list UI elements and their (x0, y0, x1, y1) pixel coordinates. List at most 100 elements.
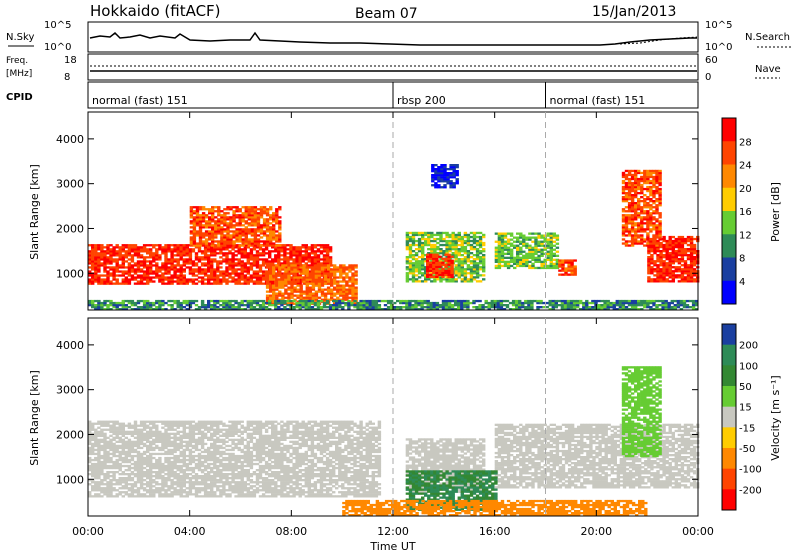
heatmap-cell (94, 434, 98, 437)
heatmap-cell (256, 222, 261, 225)
heatmap-cell (549, 266, 553, 270)
heatmap-cell (269, 276, 273, 279)
colorbar-swatch (722, 141, 736, 165)
heatmap-cell (91, 256, 95, 259)
heatmap-cell (231, 304, 235, 307)
heatmap-cell (231, 254, 235, 257)
heatmap-cell (222, 270, 226, 273)
heatmap-cell (680, 248, 685, 251)
heatmap-cell (289, 254, 293, 257)
heatmap-cell (408, 235, 413, 239)
heatmap-cell (440, 172, 444, 175)
heatmap-cell (182, 264, 186, 267)
heatmap-cell (543, 238, 547, 241)
heatmap-cell (452, 174, 456, 177)
heatmap-cell (173, 248, 177, 251)
heatmap-cell (594, 301, 598, 305)
heatmap-cell (201, 212, 206, 215)
heatmap-cell (659, 241, 663, 245)
heatmap-cell (482, 270, 486, 273)
heatmap-cell (414, 274, 419, 277)
heatmap-cell (204, 224, 209, 227)
heatmap-cell (225, 252, 229, 255)
heatmap-cell (272, 220, 276, 223)
heatmap-cell (226, 206, 230, 209)
heatmap-cell (106, 446, 110, 450)
heatmap-cell (478, 237, 483, 241)
heatmap-cell (643, 173, 647, 177)
heatmap-cell (624, 216, 629, 219)
heatmap-cell (106, 262, 110, 265)
heatmap-cell (234, 250, 238, 253)
heatmap-cell (191, 301, 196, 305)
heatmap-cell (677, 280, 682, 283)
heatmap-cell (351, 278, 355, 281)
heatmap-cell (200, 299, 205, 303)
heatmap-cell (124, 250, 128, 253)
heatmap-cell (173, 299, 177, 303)
heatmap-cell (624, 301, 629, 305)
heatmap-cell (304, 256, 308, 259)
freq-panel: Freq. [MHz] 18 8 60 0 Nave (6, 53, 781, 83)
heatmap-cell (130, 260, 135, 263)
heatmap-cell (497, 264, 502, 268)
heatmap-cell (213, 272, 217, 275)
heatmap-cell (188, 272, 193, 275)
heatmap-cell (668, 268, 672, 271)
heatmap-cell (278, 298, 282, 301)
heatmap-cell (630, 236, 635, 239)
heatmap-cell (195, 234, 200, 237)
heatmap-cell (194, 252, 199, 255)
heatmap-cell (650, 250, 654, 253)
heatmap-cell (434, 172, 438, 175)
heatmap-cell (283, 248, 287, 251)
heatmap-cell (127, 278, 132, 281)
heatmap-cell (238, 224, 242, 227)
heatmap-cell (351, 300, 355, 303)
heatmap-cell (280, 254, 284, 257)
heatmap-cell (109, 434, 113, 437)
heatmap-cell (338, 304, 342, 307)
heatmap-cell (637, 181, 641, 185)
heatmap-cell (362, 304, 366, 307)
heatmap-cell (469, 231, 474, 235)
heatmap-cell (656, 264, 660, 267)
heatmap-cell (124, 260, 128, 263)
heatmap-cell (345, 282, 349, 285)
heatmap-cell (203, 304, 208, 307)
heatmap-cell (139, 256, 144, 259)
heatmap-cell (430, 233, 434, 237)
heatmap-cell (345, 298, 349, 301)
heatmap-cell (261, 276, 266, 279)
heatmap-cell (325, 306, 330, 309)
heatmap-cell (393, 308, 397, 311)
heatmap-cell (549, 242, 553, 245)
heatmap-cell (142, 278, 147, 281)
heatmap-cell (269, 242, 273, 245)
heatmap-cell (519, 246, 523, 249)
heatmap-cell (424, 280, 428, 283)
heatmap-cell (284, 268, 288, 271)
heatmap-cell (173, 258, 177, 261)
heatmap-cell (91, 489, 95, 492)
heatmap-cell (265, 266, 270, 269)
heatmap-cell (671, 243, 675, 247)
heatmap-cell (305, 292, 309, 295)
heatmap-cell (649, 200, 653, 203)
heatmap-cell (442, 239, 446, 243)
heatmap-cell (188, 270, 193, 273)
heatmap-cell (647, 266, 651, 269)
heatmap-cell (237, 248, 241, 251)
heatmap-cell (454, 274, 458, 277)
heatmap-cell (271, 276, 275, 279)
heatmap-cell (336, 296, 340, 299)
heatmap-cell (451, 248, 455, 251)
heatmap-cell (646, 196, 650, 199)
heatmap-cell (100, 481, 104, 484)
heatmap-cell (94, 475, 98, 478)
heatmap-cell (359, 304, 363, 307)
heatmap-cell (457, 231, 461, 235)
heatmap-cell (326, 298, 331, 301)
heatmap-cell (91, 274, 95, 277)
heatmap-cell (539, 301, 543, 305)
